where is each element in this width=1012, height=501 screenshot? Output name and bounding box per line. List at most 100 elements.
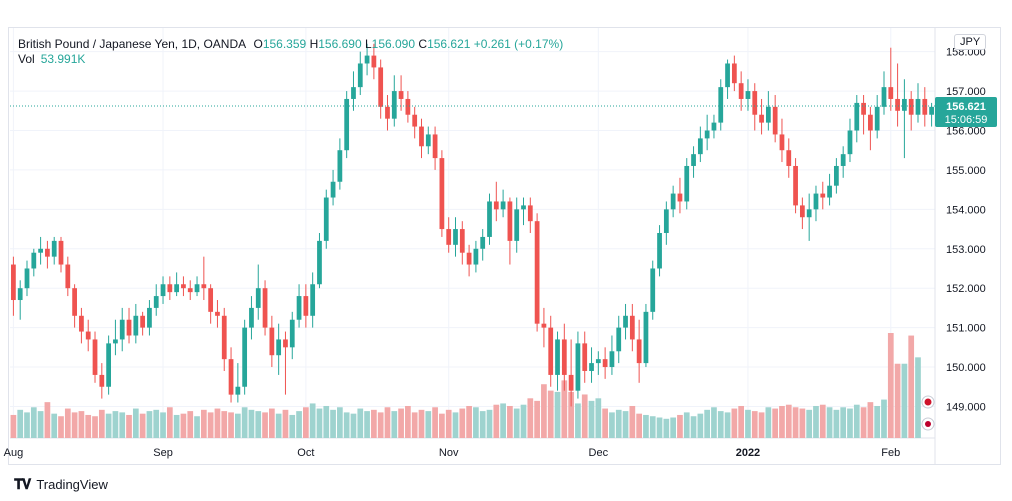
close-label: C	[418, 37, 428, 51]
candle-body	[609, 351, 615, 368]
candle-body	[466, 252, 472, 265]
y-tick-label: 155.000	[946, 165, 986, 177]
candle-body	[738, 83, 744, 99]
tradingview-footer[interactable]: 𝐓𝐕 TradingView	[14, 476, 108, 493]
volume-bar	[677, 414, 683, 438]
volume-bar	[711, 407, 717, 438]
volume-bar	[670, 417, 676, 438]
candle-body	[881, 87, 887, 107]
volume-bar	[384, 407, 391, 438]
candle-body	[541, 323, 547, 328]
candle-body	[24, 268, 30, 289]
volume-bar	[459, 408, 466, 438]
volume-bar	[615, 409, 622, 438]
candle-body	[493, 201, 499, 210]
volume-bar	[452, 412, 459, 438]
volume-bar	[575, 403, 581, 438]
volume-bar	[119, 412, 126, 438]
candle-body	[249, 307, 254, 328]
candle-body	[269, 327, 275, 356]
candle-body	[922, 98, 928, 115]
candle-body	[616, 327, 622, 352]
volume-legend: Vol 53.991K	[18, 52, 85, 66]
volume-bar	[738, 405, 745, 438]
volume-bar	[486, 409, 493, 438]
volume-bar	[146, 411, 153, 438]
volume-bar	[343, 412, 350, 438]
volume-bar	[500, 403, 506, 438]
high-value: 156.690	[318, 37, 362, 51]
candle-body	[514, 209, 520, 241]
candle-body	[868, 114, 873, 131]
x-tick-label: Sep	[153, 447, 173, 459]
volume-bar	[323, 405, 330, 438]
candle-body	[153, 296, 159, 308]
volume-bar	[337, 407, 343, 438]
candle-body	[806, 209, 812, 218]
volume-bar	[180, 413, 187, 438]
volume-bar	[10, 414, 17, 438]
volume-bar	[221, 411, 228, 438]
candle-body	[595, 359, 601, 364]
change-value: +0.261 (+0.17%)	[473, 37, 564, 51]
candle-body	[453, 229, 458, 245]
low-label: L	[364, 37, 372, 51]
candle-body	[636, 339, 642, 364]
candle-body	[147, 307, 152, 328]
volume-bar	[915, 357, 921, 438]
bar-countdown-label: 15:06:59	[945, 114, 988, 126]
volume-value: 53.991K	[40, 52, 86, 66]
low-value: 156.090	[371, 37, 416, 51]
volume-bar	[234, 413, 241, 438]
candle-body	[208, 288, 214, 312]
candle-body	[221, 315, 227, 360]
volume-bar	[697, 413, 704, 438]
volume-bar	[527, 398, 534, 438]
volume-bar	[105, 413, 112, 438]
volume-bar	[112, 411, 119, 438]
volume-bar	[683, 412, 690, 438]
candle-body	[92, 339, 98, 375]
candle-body	[344, 98, 350, 151]
volume-bar	[840, 407, 847, 438]
volume-bar	[534, 400, 540, 438]
candle-body	[432, 134, 438, 159]
y-tick-label: 153.000	[946, 244, 986, 256]
current-price-label: 156.621	[946, 101, 986, 113]
candle-body	[228, 359, 234, 395]
candle-body	[215, 311, 220, 316]
volume-bar	[350, 413, 357, 438]
candle-body	[534, 221, 540, 324]
candle-body	[412, 114, 418, 127]
candle-body	[623, 315, 628, 328]
volume-bar	[398, 408, 404, 438]
candle-body	[38, 248, 43, 253]
candle-body	[684, 165, 690, 202]
candle-body	[79, 315, 84, 332]
candle-body	[704, 130, 710, 139]
volume-bar	[602, 408, 608, 438]
volume-bar	[479, 411, 486, 438]
volume-bar	[745, 409, 751, 438]
volume-bar	[98, 409, 105, 438]
candle-body	[786, 150, 792, 166]
volume-bar	[37, 411, 44, 438]
candle-body	[391, 91, 397, 119]
candle-body	[561, 339, 567, 375]
candle-body	[160, 284, 166, 297]
volume-bar	[513, 408, 520, 438]
volume-bar	[609, 412, 615, 438]
volume-bar	[17, 409, 24, 438]
volume-bar	[330, 409, 336, 438]
uk-flag-dot-icon	[924, 398, 932, 406]
candle-body	[793, 165, 798, 206]
candle-body	[677, 193, 683, 202]
volume-bar	[717, 411, 724, 438]
volume-bar	[772, 408, 779, 438]
currency-button[interactable]: JPY	[954, 34, 987, 50]
volume-bar	[153, 409, 160, 438]
volume-bar	[187, 411, 194, 438]
y-tick-label: 151.000	[946, 323, 986, 335]
candle-body	[657, 233, 662, 269]
